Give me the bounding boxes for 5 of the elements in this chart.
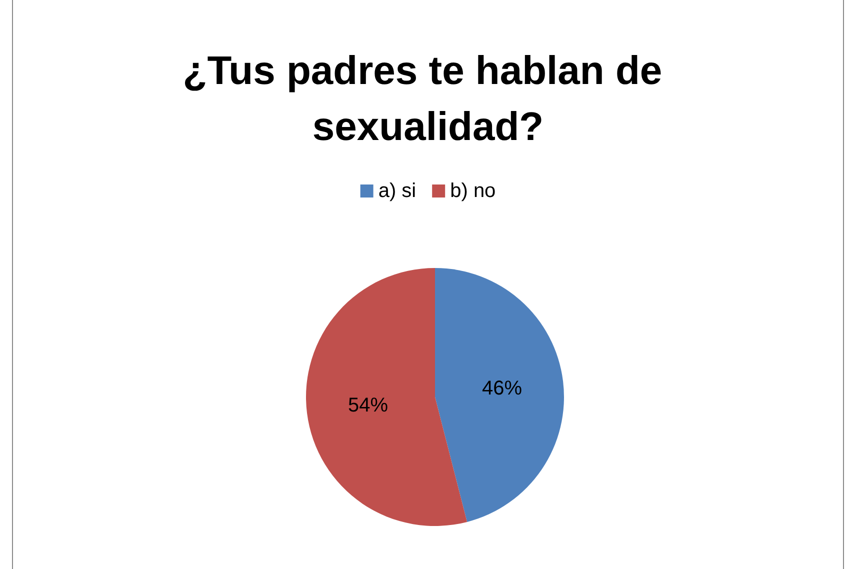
data-label: 46% bbox=[482, 378, 522, 400]
chart-title: ¿Tus padres te hablan de sexualidad? bbox=[182, 49, 674, 149]
legend-label: a) si bbox=[378, 180, 416, 202]
legend-label: b) no bbox=[450, 180, 496, 202]
data-label: 54% bbox=[348, 394, 388, 416]
